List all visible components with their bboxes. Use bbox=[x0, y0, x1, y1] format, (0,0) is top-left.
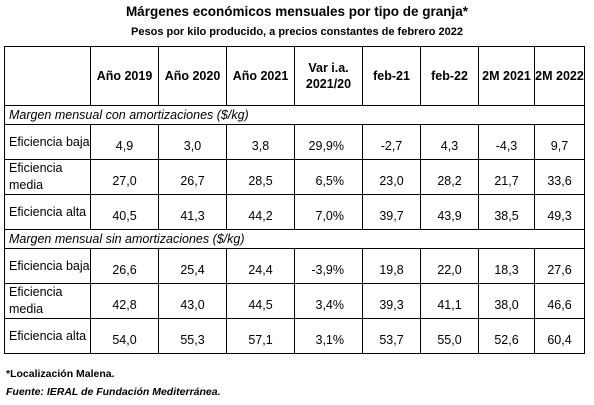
header-cell: Año 2019 bbox=[90, 46, 159, 106]
section-row: Margen mensual sin amortizaciones ($/kg) bbox=[4, 229, 585, 249]
value-cell: 44,2 bbox=[226, 194, 295, 230]
footnote: *Localización Malena. bbox=[6, 368, 115, 380]
row-label: Eficiencia baja bbox=[4, 248, 91, 284]
value-cell: 41,3 bbox=[158, 194, 227, 230]
row-label: Eficiencia alta bbox=[4, 318, 91, 354]
value-cell: 49,3 bbox=[534, 194, 585, 230]
value-cell: 46,6 bbox=[534, 283, 585, 319]
value-cell: 44,5 bbox=[226, 283, 295, 319]
value-cell: 27,6 bbox=[534, 248, 585, 284]
value-cell: 43,0 bbox=[158, 283, 227, 319]
value-cell: 60,4 bbox=[534, 318, 585, 354]
row-label: Eficiencia media bbox=[4, 283, 91, 319]
header-cell: Año 2020 bbox=[158, 46, 227, 106]
header-cell bbox=[4, 46, 91, 106]
section-row: Margen mensual con amortizaciones ($/kg) bbox=[4, 105, 585, 125]
value-cell: 3,8 bbox=[226, 124, 295, 160]
table-body: Margen mensual con amortizaciones ($/kg)… bbox=[4, 105, 585, 354]
value-cell: 55,0 bbox=[420, 318, 479, 354]
value-cell: 53,7 bbox=[362, 318, 421, 354]
table-title: Márgenes económicos mensuales por tipo d… bbox=[125, 4, 469, 19]
row-label: Eficiencia media bbox=[4, 159, 91, 195]
table-row: Eficiencia media 42,8 43,0 44,5 3,4% 39,3 41,1… bbox=[4, 283, 585, 319]
value-cell: 39,3 bbox=[362, 283, 421, 319]
source-note: Fuente: IERAL de Fundación Mediterránea. bbox=[6, 386, 221, 398]
value-cell: -3,9% bbox=[294, 248, 363, 284]
value-cell: 4,9 bbox=[90, 124, 159, 160]
value-cell: -4,3 bbox=[478, 124, 535, 160]
value-cell: 26,6 bbox=[90, 248, 159, 284]
margins-table: Año 2019 Año 2020 Año 2021 Var i.a. 2021… bbox=[4, 46, 585, 354]
value-cell: 3,0 bbox=[158, 124, 227, 160]
header-cell: Var i.a. 2021/20 bbox=[294, 46, 363, 106]
header-row: Año 2019 Año 2020 Año 2021 Var i.a. 2021… bbox=[4, 46, 585, 106]
value-cell: 7,0% bbox=[294, 194, 363, 230]
value-cell: 6,5% bbox=[294, 159, 363, 195]
value-cell: 18,3 bbox=[478, 248, 535, 284]
value-cell: 54,0 bbox=[90, 318, 159, 354]
table-row: Eficiencia alta 40,5 41,3 44,2 7,0% 39,7 43,9 3… bbox=[4, 194, 585, 230]
value-cell: 24,4 bbox=[226, 248, 295, 284]
value-cell: 25,4 bbox=[158, 248, 227, 284]
section-label: Margen mensual sin amortizaciones ($/kg) bbox=[4, 229, 585, 249]
value-cell: 4,3 bbox=[420, 124, 479, 160]
table-row: Eficiencia baja 26,6 25,4 24,4 -3,9% 19,8 22,0… bbox=[4, 248, 585, 284]
value-cell: 29,9% bbox=[294, 124, 363, 160]
table-subtitle: Pesos por kilo producido, a precios cons… bbox=[131, 26, 463, 38]
value-cell: 38,0 bbox=[478, 283, 535, 319]
value-cell: 3,4% bbox=[294, 283, 363, 319]
value-cell: 33,6 bbox=[534, 159, 585, 195]
value-cell: 28,2 bbox=[420, 159, 479, 195]
value-cell: 22,0 bbox=[420, 248, 479, 284]
value-cell: 3,1% bbox=[294, 318, 363, 354]
value-cell: 9,7 bbox=[534, 124, 585, 160]
value-cell: 19,8 bbox=[362, 248, 421, 284]
value-cell: 21,7 bbox=[478, 159, 535, 195]
value-cell: 41,1 bbox=[420, 283, 479, 319]
value-cell: -2,7 bbox=[362, 124, 421, 160]
header-cell: feb-22 bbox=[420, 46, 479, 106]
section-label: Margen mensual con amortizaciones ($/kg) bbox=[4, 105, 585, 125]
header-cell: 2M 2021 bbox=[478, 46, 535, 106]
value-cell: 39,7 bbox=[362, 194, 421, 230]
value-cell: 27,0 bbox=[90, 159, 159, 195]
header-cell: 2M 2022 bbox=[534, 46, 585, 106]
value-cell: 38,5 bbox=[478, 194, 535, 230]
value-cell: 57,1 bbox=[226, 318, 295, 354]
value-cell: 23,0 bbox=[362, 159, 421, 195]
table-row: Eficiencia media 27,0 26,7 28,5 6,5% 23,0 28,2… bbox=[4, 159, 585, 195]
table-row: Eficiencia alta 54,0 55,3 57,1 3,1% 53,7 55,0 5… bbox=[4, 318, 585, 354]
row-label: Eficiencia baja bbox=[4, 124, 91, 160]
table-row: Eficiencia baja 4,9 3,0 3,8 29,9% -2,7 4,3 -4,3… bbox=[4, 124, 585, 160]
value-cell: 26,7 bbox=[158, 159, 227, 195]
value-cell: 43,9 bbox=[420, 194, 479, 230]
value-cell: 40,5 bbox=[90, 194, 159, 230]
header-cell: feb-21 bbox=[362, 46, 421, 106]
header-cell: Año 2021 bbox=[226, 46, 295, 106]
value-cell: 42,8 bbox=[90, 283, 159, 319]
value-cell: 52,6 bbox=[478, 318, 535, 354]
value-cell: 55,3 bbox=[158, 318, 227, 354]
value-cell: 28,5 bbox=[226, 159, 295, 195]
row-label: Eficiencia alta bbox=[4, 194, 91, 230]
